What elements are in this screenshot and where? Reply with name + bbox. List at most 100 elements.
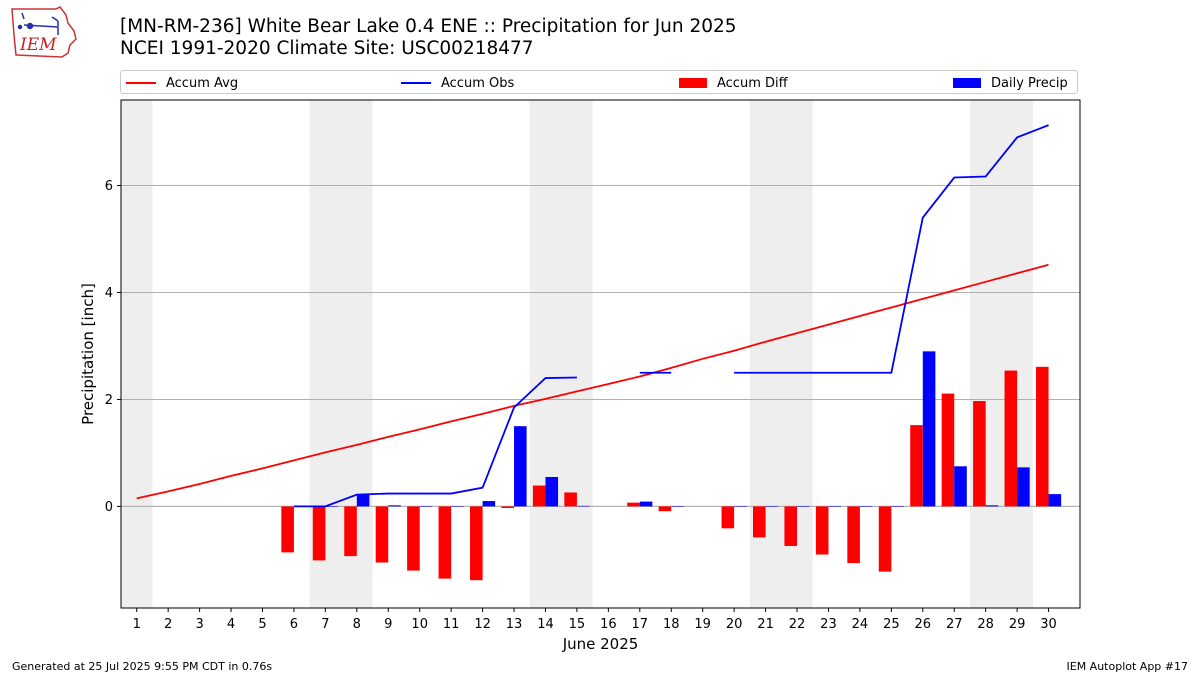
title-line-2: NCEI 1991-2020 Climate Site: USC00218477 xyxy=(120,38,534,59)
x-tick-label: 22 xyxy=(789,617,806,632)
y-axis: 0 2 4 6 xyxy=(105,179,121,515)
accum-diff-bar xyxy=(847,506,860,564)
x-tick-label: 21 xyxy=(757,617,774,632)
x-tick-label: 30 xyxy=(1040,617,1057,632)
x-tick-label: 18 xyxy=(663,617,680,632)
legend-swatch-accum-diff xyxy=(679,78,707,88)
daily-precip-bar xyxy=(828,506,842,507)
x-tick-label: 23 xyxy=(820,617,837,632)
daily-precip-bar xyxy=(419,506,433,507)
plot-frame xyxy=(120,99,1081,609)
x-tick-label: 9 xyxy=(384,617,392,632)
chart-title: [MN-RM-236] White Bear Lake 0.4 ENE :: P… xyxy=(120,16,737,60)
accum-diff-bar xyxy=(815,506,829,555)
x-tick-label: 7 xyxy=(321,617,329,632)
title-line-1: [MN-RM-236] White Bear Lake 0.4 ENE :: P… xyxy=(120,16,737,37)
x-tick-label: 4 xyxy=(227,617,235,632)
accum-diff-bar xyxy=(312,506,326,561)
x-tick-label: 8 xyxy=(353,617,361,632)
accum-diff-bar xyxy=(532,485,546,507)
daily-precip-bar xyxy=(797,506,810,507)
y-tick-label: 4 xyxy=(105,286,113,301)
legend-item-accum-diff: Accum Diff xyxy=(679,74,788,92)
accum-diff-bar xyxy=(281,506,294,553)
legend-swatch-accum-avg xyxy=(126,82,156,84)
x-tick-label: 10 xyxy=(411,617,428,632)
daily-precip-bar xyxy=(1048,494,1062,507)
accum-diff-bar xyxy=(1035,366,1049,507)
daily-precip-bar xyxy=(388,505,401,507)
legend-item-daily-precip: Daily Precip xyxy=(953,74,1068,92)
y-axis-label: Precipitation [inch] xyxy=(79,283,97,425)
daily-precip-bar xyxy=(922,351,936,507)
x-axis: 1 2 3 4 5 6 7 8 9 10 11 12 13 14 15 16 17 18 19 20 21 22 23 24 2… xyxy=(133,608,1057,632)
accum-diff-bar xyxy=(752,506,766,538)
x-tick-label: 3 xyxy=(195,617,203,632)
chart-legend: Accum Avg Accum Obs Accum Diff Daily Pre… xyxy=(120,70,1078,94)
daily-precip-bar xyxy=(1017,467,1030,507)
y-grid xyxy=(121,185,1080,507)
x-tick-label: 5 xyxy=(258,617,266,632)
accum-diff-bar xyxy=(501,506,515,509)
legend-label-accum-avg: Accum Avg xyxy=(166,75,239,91)
x-tick-label: 13 xyxy=(506,617,523,632)
x-tick-label: 6 xyxy=(290,617,298,632)
daily-precip-bar xyxy=(954,466,967,507)
x-tick-label: 17 xyxy=(632,617,649,632)
x-tick-label: 24 xyxy=(852,617,869,632)
bars xyxy=(281,351,1062,581)
accum-diff-bar xyxy=(564,492,577,507)
x-tick-label: 2 xyxy=(164,617,172,632)
daily-precip-bar xyxy=(985,505,999,507)
x-axis-label: June 2025 xyxy=(562,635,639,653)
x-tick-label: 1 xyxy=(133,617,141,632)
series-lines xyxy=(136,124,1049,508)
iowa-outline-icon xyxy=(11,6,77,58)
accum-diff-bar xyxy=(407,506,420,571)
iem-logo: IEM xyxy=(11,6,77,58)
daily-precip-bar xyxy=(734,506,747,507)
accum-diff-bar xyxy=(910,425,923,507)
weekend-shading xyxy=(121,100,1033,608)
daily-precip-bar xyxy=(639,501,653,507)
daily-precip-bar xyxy=(765,506,779,507)
x-tick-label: 14 xyxy=(537,617,554,632)
accum-diff-bar xyxy=(878,506,892,572)
accum-diff-bar xyxy=(375,506,389,563)
legend-item-accum-obs: Accum Obs xyxy=(401,74,514,92)
accum-diff-bar xyxy=(973,401,986,507)
accum-diff-bar xyxy=(721,506,735,529)
x-tick-label: 25 xyxy=(883,617,900,632)
x-tick-label: 27 xyxy=(946,617,963,632)
y-tick-label: 6 xyxy=(105,179,113,194)
accum-diff-bar xyxy=(784,506,798,546)
accum-diff-bar xyxy=(658,506,672,512)
x-tick-label: 16 xyxy=(600,617,617,632)
daily-precip-bar xyxy=(859,506,873,507)
weekend-band xyxy=(529,100,593,608)
legend-label-accum-diff: Accum Diff xyxy=(717,75,788,91)
daily-precip-bar xyxy=(451,506,464,507)
daily-precip-bar xyxy=(482,501,496,507)
accum-diff-bar xyxy=(438,506,452,579)
legend-label-accum-obs: Accum Obs xyxy=(441,75,515,91)
legend-label-daily-precip: Daily Precip xyxy=(991,75,1068,91)
daily-precip-bar xyxy=(576,505,590,507)
accum-diff-bar xyxy=(1004,370,1018,507)
footer-app: IEM Autoplot App #17 xyxy=(1066,660,1189,673)
x-tick-label: 19 xyxy=(694,617,711,632)
accum-diff-bar xyxy=(344,506,357,557)
daily-precip-bar xyxy=(325,506,338,507)
legend-item-accum-avg: Accum Avg xyxy=(126,74,238,92)
y-tick-label: 2 xyxy=(105,393,113,408)
legend-swatch-daily-precip xyxy=(953,78,981,88)
daily-precip-bar xyxy=(356,494,370,507)
weekend-band xyxy=(969,100,1033,608)
logo-text: IEM xyxy=(19,35,57,55)
daily-precip-bar xyxy=(891,506,904,507)
x-tick-label: 15 xyxy=(569,617,586,632)
daily-precip-bar xyxy=(514,426,527,507)
weekend-band xyxy=(121,100,153,608)
accum-avg-line xyxy=(136,263,1049,500)
accum-obs-line xyxy=(293,376,577,508)
